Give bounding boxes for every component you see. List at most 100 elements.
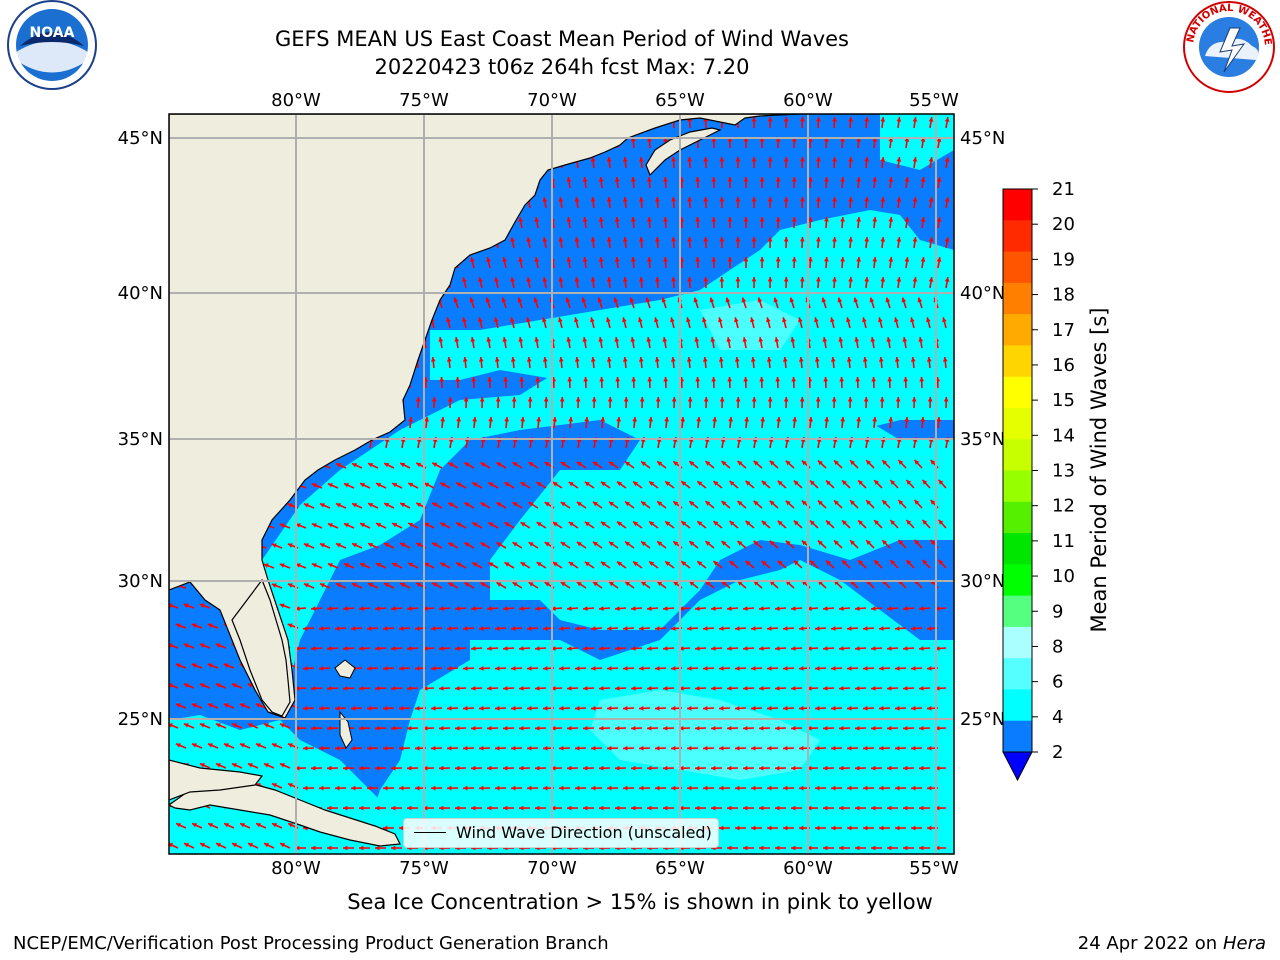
wind-wave-arrowhead — [519, 646, 524, 651]
footer-date: 24 Apr 2022 on Hera — [1078, 933, 1266, 954]
wind-wave-arrowhead — [837, 297, 843, 303]
wind-wave-arrowhead — [719, 825, 724, 831]
wind-wave-arrowhead — [649, 481, 655, 487]
wind-wave-arrowhead — [856, 137, 862, 142]
wind-wave-arrowhead — [824, 177, 829, 182]
wind-wave-arrowhead — [199, 643, 205, 648]
wind-wave-arrowhead — [383, 705, 388, 711]
land-yucatan — [169, 759, 264, 801]
colorbar-segment — [1003, 439, 1032, 471]
wind-wave-arrowhead — [191, 823, 197, 828]
wind-wave-arrowhead — [598, 217, 604, 222]
wind-wave-arrowhead — [614, 337, 620, 342]
wind-wave-arrowhead — [495, 745, 500, 751]
wind-wave-arrowhead — [761, 480, 767, 486]
wind-wave-arrowhead — [351, 503, 357, 508]
wind-wave-arrowhead — [239, 823, 245, 828]
wind-wave-arrowhead — [471, 606, 476, 611]
wind-wave-arrowhead — [671, 705, 676, 711]
wind-wave-arrowhead — [453, 297, 459, 303]
wind-wave-arrowhead — [582, 217, 588, 222]
wind-wave-arrowhead — [615, 377, 621, 382]
wind-wave-arrowhead — [850, 540, 855, 546]
colorbar-extend-triangle — [1002, 751, 1033, 782]
wind-wave-arrowhead — [495, 705, 500, 711]
wind-wave-arrowhead — [856, 417, 862, 422]
wind-wave-arrowhead — [591, 705, 596, 711]
wind-wave-arrowhead — [936, 417, 942, 422]
wind-wave-arrowhead — [560, 462, 566, 467]
wind-wave-arrowhead — [616, 417, 622, 422]
wind-wave-arrowhead — [383, 666, 388, 671]
wind-wave-arrowhead — [630, 337, 636, 342]
wind-wave-arrowhead — [287, 823, 293, 828]
wind-wave-arrowhead — [902, 337, 908, 342]
wind-wave-arrowhead — [625, 501, 630, 507]
wind-wave-arrowhead — [767, 157, 773, 162]
wind-wave-arrowhead — [581, 297, 587, 303]
wind-wave-arrowhead — [558, 197, 564, 202]
wind-wave-arrowhead — [791, 137, 797, 142]
wind-wave-arrowhead — [887, 805, 892, 811]
wind-wave-arrowhead — [679, 725, 684, 731]
wind-wave-arrowhead — [858, 480, 863, 486]
wind-wave-arrowhead — [888, 177, 894, 182]
wind-wave-arrowhead — [368, 503, 374, 508]
wind-wave-arrowhead — [872, 137, 878, 142]
wind-wave-arrowhead — [743, 377, 749, 382]
wind-wave-arrowhead — [534, 257, 540, 262]
wind-wave-arrowhead — [504, 482, 510, 487]
wind-wave-arrowhead — [681, 561, 687, 566]
wind-wave-arrowhead — [847, 825, 852, 831]
wind-wave-arrowhead — [368, 543, 374, 548]
wind-wave-arrowhead — [367, 666, 372, 671]
wind-wave-arrowhead — [175, 743, 181, 748]
wind-wave-arrowhead — [681, 521, 687, 526]
lat-tick-right: 35°N — [960, 429, 1005, 450]
wind-wave-arrowhead — [919, 377, 925, 382]
wind-wave-arrowhead — [191, 703, 197, 708]
wind-wave-arrowhead — [207, 743, 213, 748]
wind-wave-arrowhead — [769, 460, 775, 466]
wind-wave-arrowhead — [871, 805, 876, 811]
wind-wave-arrowhead — [766, 317, 771, 323]
wind-wave-arrowhead — [359, 685, 364, 691]
wind-wave-arrowhead — [535, 646, 540, 651]
wind-wave-arrowhead — [710, 337, 716, 342]
wind-wave-arrowhead — [191, 663, 197, 668]
wind-wave-arrowhead — [303, 626, 308, 631]
wind-wave-arrowhead — [456, 522, 462, 527]
wind-wave-arrowhead — [528, 462, 534, 467]
wind-wave-arrowhead — [375, 646, 380, 651]
wind-wave-arrowhead — [583, 646, 588, 651]
wind-wave-arrowhead — [895, 666, 900, 671]
wind-wave-arrowhead — [511, 666, 516, 671]
wind-wave-arrowhead — [351, 745, 356, 751]
wind-wave-arrowhead — [279, 723, 285, 728]
wind-wave-arrowhead — [439, 725, 444, 731]
wind-wave-arrowhead — [430, 357, 436, 362]
wind-wave-arrowhead — [479, 397, 485, 402]
wind-wave-arrowhead — [647, 137, 652, 142]
wind-wave-arrowhead — [679, 765, 684, 771]
wind-wave-arrowhead — [542, 237, 548, 242]
wind-wave-arrowhead — [895, 785, 900, 791]
wind-wave-arrowhead — [846, 317, 851, 323]
wind-wave-arrowhead — [695, 606, 700, 611]
wind-wave-arrowhead — [343, 765, 348, 771]
wind-wave-arrowhead — [486, 337, 492, 342]
wind-wave-arrowhead — [799, 237, 805, 242]
wind-wave-arrowhead — [879, 626, 884, 631]
wind-wave-arrowhead — [647, 177, 652, 182]
wind-wave-arrowhead — [599, 725, 604, 731]
colorbar-tick-label: 11 — [1052, 531, 1075, 552]
wind-wave-arrowhead — [696, 417, 702, 422]
wind-wave-arrowhead — [726, 337, 732, 342]
wind-wave-arrowhead — [535, 606, 540, 611]
wind-wave-arrowhead — [743, 177, 749, 182]
lon-tick-top: 65°W — [655, 90, 705, 111]
wind-wave-arrowhead — [935, 765, 940, 771]
wind-wave-arrowhead — [645, 297, 651, 303]
wind-wave-arrowhead — [822, 337, 828, 342]
wind-wave-arrowhead — [727, 805, 732, 811]
